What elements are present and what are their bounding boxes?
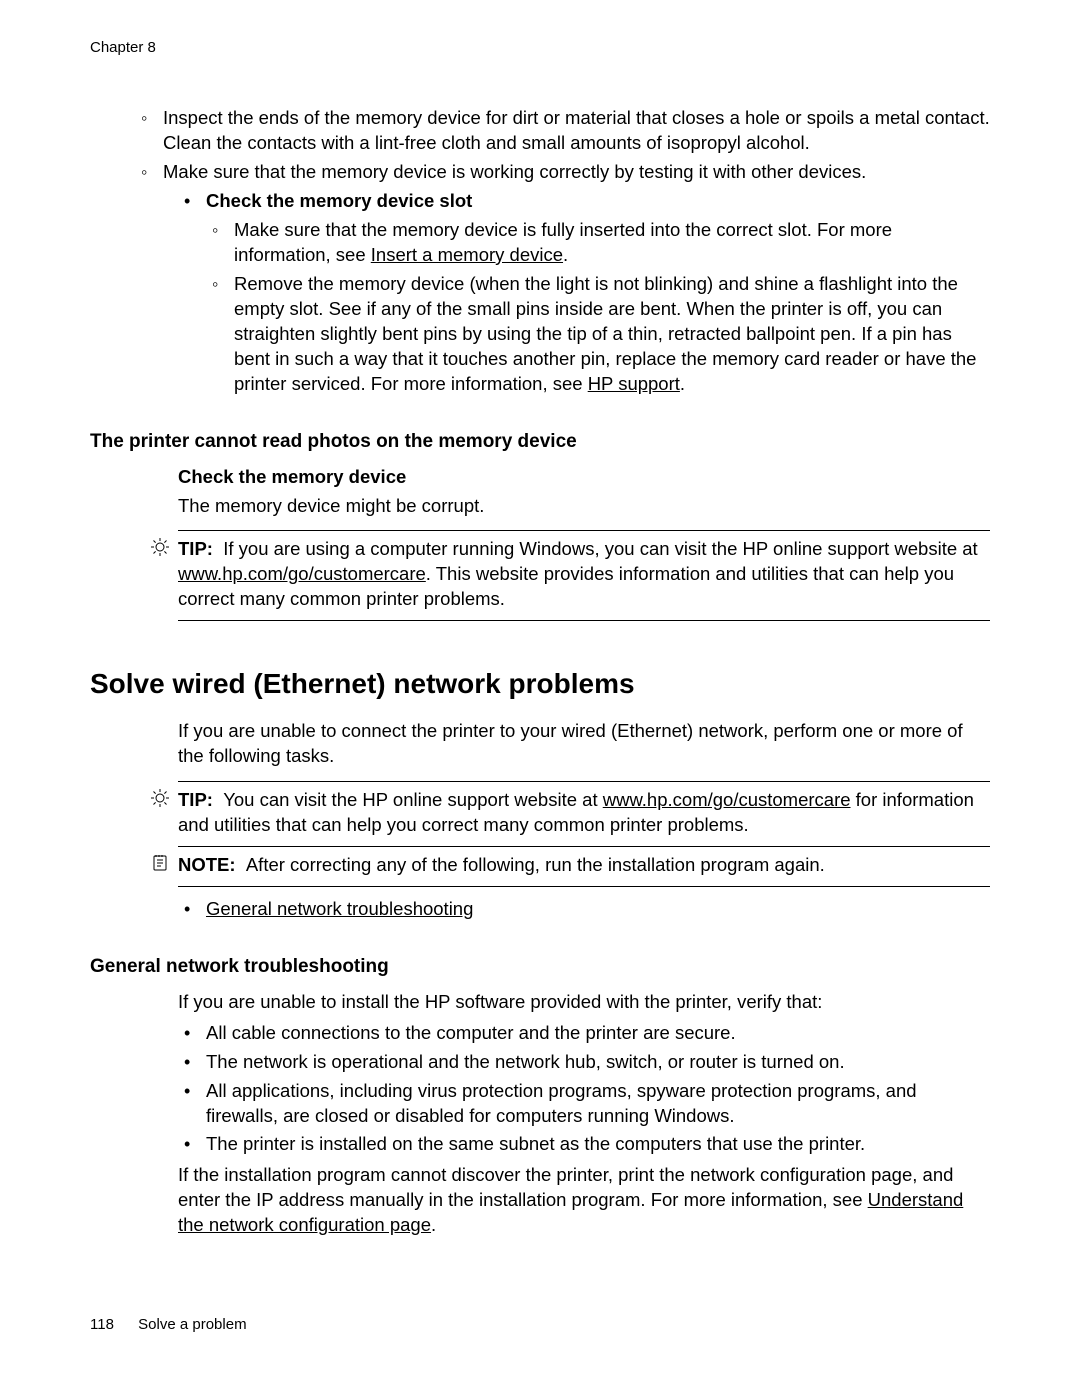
heading-solve-wired-ethernet: Solve wired (Ethernet) network problems	[90, 665, 990, 703]
note-text: After correcting any of the following, r…	[246, 854, 825, 875]
tip-icon	[150, 537, 172, 557]
intro-text: If you are unable to connect the printer…	[178, 719, 990, 769]
list-item: Remove the memory device (when the light…	[206, 272, 990, 397]
text: .	[563, 244, 568, 265]
footer-title: Solve a problem	[138, 1316, 246, 1333]
note-label: NOTE:	[178, 854, 236, 875]
link-insert-memory-device[interactable]: Insert a memory device	[371, 244, 563, 265]
tip-label: TIP:	[178, 789, 213, 810]
body-text: The memory device might be corrupt.	[178, 494, 990, 519]
tip-label: TIP:	[178, 538, 213, 559]
outro-text: If the installation program cannot disco…	[178, 1163, 990, 1238]
list-item: Check the memory device slot Make sure t…	[178, 189, 990, 397]
list-item: General network troubleshooting	[178, 897, 990, 922]
link-general-network-troubleshooting[interactable]: General network troubleshooting	[206, 898, 473, 919]
link-customercare[interactable]: www.hp.com/go/customercare	[603, 789, 851, 810]
tip-icon	[150, 788, 172, 808]
list-item: Inspect the ends of the memory device fo…	[135, 106, 990, 156]
text: .	[431, 1214, 436, 1235]
section-cannot-read-photos: Check the memory device The memory devic…	[178, 465, 990, 622]
list-item: Make sure that the memory device is work…	[135, 160, 990, 185]
link-hp-support[interactable]: HP support	[588, 373, 680, 394]
list-item: The network is operational and the netwo…	[178, 1050, 990, 1075]
heading-cannot-read-photos: The printer cannot read photos on the me…	[90, 429, 990, 455]
note-icon	[150, 853, 172, 873]
list-item: All applications, including virus protec…	[178, 1079, 990, 1129]
page-footer: 118 Solve a problem	[90, 1315, 247, 1335]
text: .	[680, 373, 685, 394]
link-customercare[interactable]: www.hp.com/go/customercare	[178, 563, 426, 584]
text: If the installation program cannot disco…	[178, 1164, 953, 1210]
section-general-network-troubleshooting: If you are unable to install the HP soft…	[178, 990, 990, 1239]
list-item: Make sure that the memory device is full…	[206, 218, 990, 268]
tip-text: If you are using a computer running Wind…	[223, 538, 977, 559]
heading-general-network-troubleshooting: General network troubleshooting	[90, 954, 990, 980]
section-solve-wired-ethernet: If you are unable to connect the printer…	[178, 719, 990, 922]
page-number: 118	[90, 1315, 134, 1335]
subheading-check-memory-device: Check the memory device	[178, 465, 990, 490]
chapter-label: Chapter 8	[90, 38, 990, 58]
list-item: The printer is installed on the same sub…	[178, 1132, 990, 1157]
tip-callout: TIP: You can visit the HP online support…	[178, 781, 990, 847]
intro-text: If you are unable to install the HP soft…	[178, 990, 990, 1015]
tip-callout: TIP: If you are using a computer running…	[178, 530, 990, 621]
top-list-section: Check the memory device slot Make sure t…	[178, 189, 990, 397]
list-item: All cable connections to the computer an…	[178, 1021, 990, 1046]
top-continued-list: Inspect the ends of the memory device fo…	[135, 106, 990, 185]
list-item-label: Check the memory device slot	[206, 190, 472, 211]
note-callout: NOTE: After correcting any of the follow…	[178, 847, 990, 887]
tip-text: You can visit the HP online support webs…	[223, 789, 603, 810]
